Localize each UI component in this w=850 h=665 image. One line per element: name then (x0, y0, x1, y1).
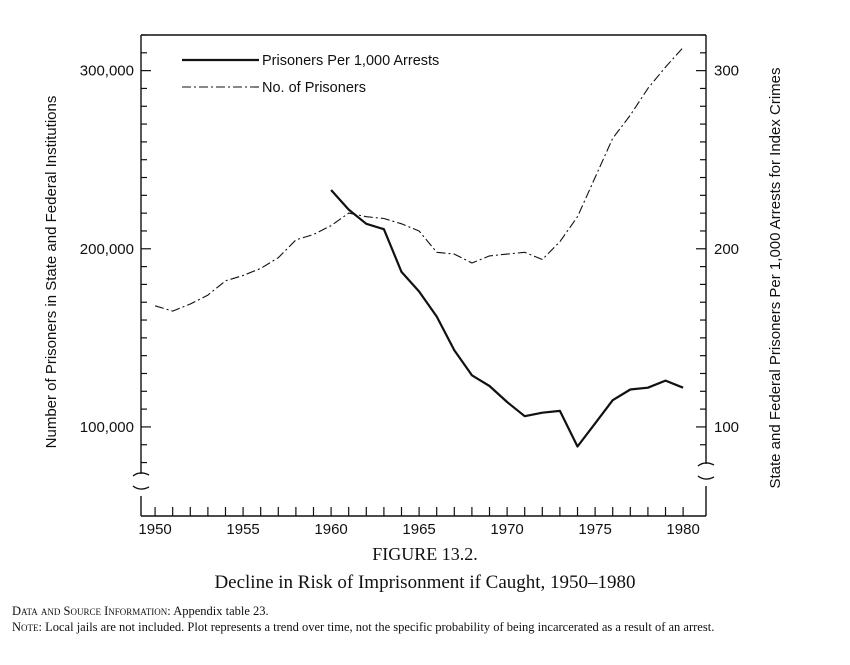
general-note: Note: Local jails are not included. Plot… (12, 620, 842, 634)
right-tick-label: 200 (714, 241, 739, 258)
x-tick-label: 1950 (138, 521, 171, 538)
figure-title: Decline in Risk of Imprisonment if Caugh… (214, 572, 636, 593)
x-tick-label: 1955 (226, 521, 259, 538)
figure-number: FIGURE 13.2. (372, 544, 478, 564)
x-axis: 1950 1955 1960 1965 1970 1975 1980 (138, 507, 700, 538)
source-note: Data and Source Information: Appendix ta… (12, 604, 842, 618)
x-tick-label: 1975 (578, 521, 611, 538)
plot-frame (132, 34, 715, 517)
legend: Prisoners Per 1,000 Arrests No. of Prison… (182, 53, 439, 96)
source-label: Data and Source Information: (12, 604, 171, 618)
left-tick-label: 100,000 (80, 419, 134, 436)
x-tick-label: 1970 (490, 521, 523, 538)
left-tick-label: 200,000 (80, 241, 134, 258)
x-tick-label: 1965 (402, 521, 435, 538)
series-no-of-prisoners-line (154, 47, 684, 312)
series-layer (154, 47, 684, 448)
right-axis-break-mark (697, 462, 715, 480)
x-tick-label: 1980 (666, 521, 699, 538)
left-tick-label: 300,000 (80, 63, 134, 80)
legend-label: Prisoners Per 1,000 Arrests (262, 53, 439, 69)
source-text: Appendix table 23. (170, 604, 269, 618)
right-y-axis-label: State and Federal Prisoners Per 1,000 Ar… (767, 67, 784, 488)
note-label: Note: (12, 620, 42, 634)
left-y-axis-label: Number of Prisoners in State and Federal… (43, 96, 60, 449)
legend-label: No. of Prisoners (262, 80, 366, 96)
series-prisoners-per-1000-arrests-line (330, 189, 684, 448)
x-tick-label: 1960 (314, 521, 347, 538)
right-y-axis: 100 200 300 (696, 34, 739, 446)
right-tick-label: 100 (714, 419, 739, 436)
note-text: Local jails are not included. Plot repre… (42, 620, 715, 634)
left-y-axis: 100,000 200,000 300,000 (80, 34, 151, 464)
left-axis-break-mark (132, 472, 150, 490)
right-tick-label: 300 (714, 63, 739, 80)
